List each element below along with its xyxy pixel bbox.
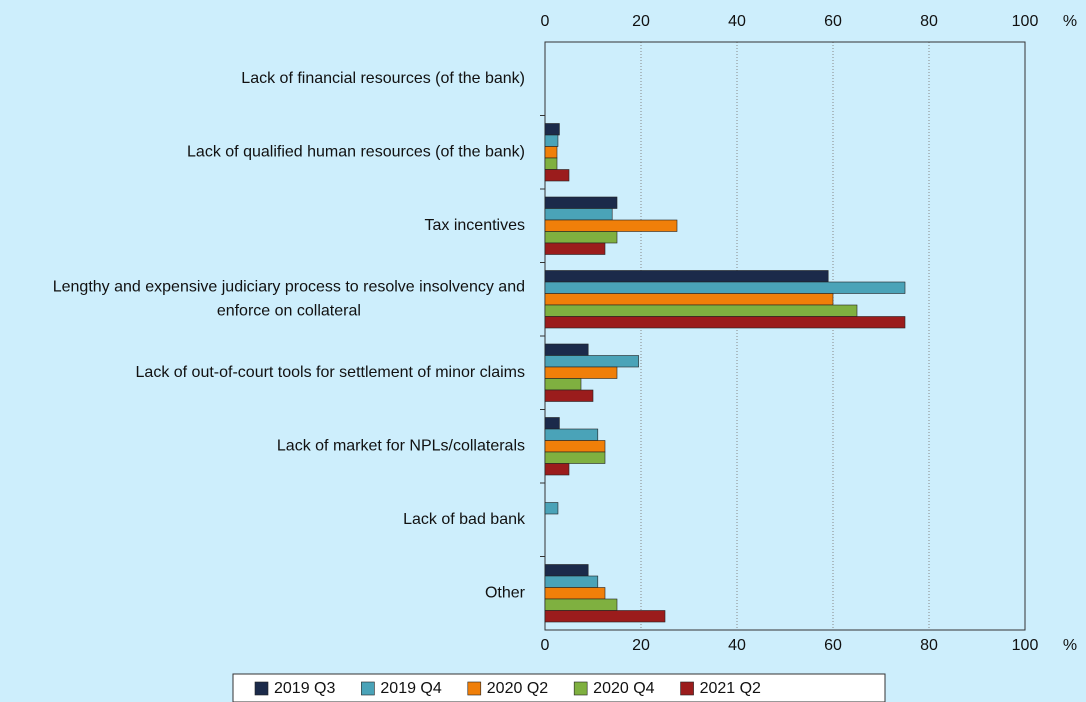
x-tick-label-top: 20 — [632, 13, 650, 30]
x-tick-label-top: 40 — [728, 13, 746, 30]
bar — [544, 242, 606, 255]
bar — [544, 169, 570, 182]
bar — [544, 316, 906, 329]
bar — [544, 610, 666, 623]
bar — [544, 366, 618, 379]
bar — [544, 304, 858, 317]
legend-swatch — [361, 681, 375, 696]
bar — [544, 564, 589, 577]
x-tick-label-bottom: 40 — [728, 637, 746, 654]
x-unit-top: % — [1063, 13, 1077, 30]
bar — [544, 428, 599, 441]
x-unit-bottom: % — [1063, 637, 1077, 654]
bar — [544, 281, 906, 294]
bar — [544, 343, 589, 356]
bar — [544, 575, 599, 588]
bar — [544, 451, 606, 464]
bar — [544, 355, 639, 368]
bar — [544, 389, 594, 402]
bar — [544, 378, 582, 391]
bar — [544, 463, 570, 476]
category-label: Lack of out-of-court tools for settlemen… — [136, 364, 525, 381]
bar — [544, 208, 613, 221]
bar — [544, 123, 560, 136]
x-tick-label-bottom: 60 — [824, 637, 842, 654]
bar — [544, 598, 618, 611]
bar — [544, 146, 558, 159]
bar — [544, 293, 834, 306]
legend-label: 2019 Q3 — [274, 680, 335, 697]
bar — [544, 440, 606, 453]
category-label: Lengthy and expensive judiciary process … — [53, 278, 525, 319]
category-label: Lack of bad bank — [403, 511, 526, 528]
x-tick-label-top: 100 — [1012, 13, 1039, 30]
legend-label: 2019 Q4 — [380, 680, 441, 697]
legend-label: 2020 Q4 — [593, 680, 654, 697]
x-tick-label-bottom: 0 — [541, 637, 550, 654]
bar — [544, 231, 618, 244]
bar — [544, 502, 559, 515]
legend-swatch — [573, 681, 588, 696]
x-tick-label-top: 60 — [824, 13, 842, 30]
bar — [544, 219, 678, 232]
x-tick-label-top: 80 — [920, 13, 938, 30]
x-tick-label-bottom: 20 — [632, 637, 650, 654]
legend-swatch — [254, 681, 269, 696]
bar — [544, 196, 618, 209]
category-label: Lack of financial resources (of the bank… — [241, 70, 525, 87]
legend-label: 2021 Q2 — [700, 680, 761, 697]
category-label: Lack of qualified human resources (of th… — [187, 143, 525, 160]
category-label: Lack of market for NPLs/collaterals — [277, 437, 525, 454]
category-label: Other — [485, 584, 526, 601]
x-tick-label-bottom: 100 — [1012, 637, 1039, 654]
legend-swatch — [680, 681, 694, 696]
bar — [544, 157, 558, 170]
legend-box — [232, 673, 886, 702]
bar — [544, 270, 829, 283]
legend-swatch — [467, 681, 482, 696]
bar — [544, 417, 560, 430]
bar — [544, 587, 606, 600]
bar — [544, 134, 559, 147]
category-label: Tax incentives — [425, 217, 526, 234]
legend-label: 2020 Q2 — [487, 680, 548, 697]
x-tick-label-bottom: 80 — [920, 637, 938, 654]
x-tick-label-top: 0 — [541, 13, 550, 30]
